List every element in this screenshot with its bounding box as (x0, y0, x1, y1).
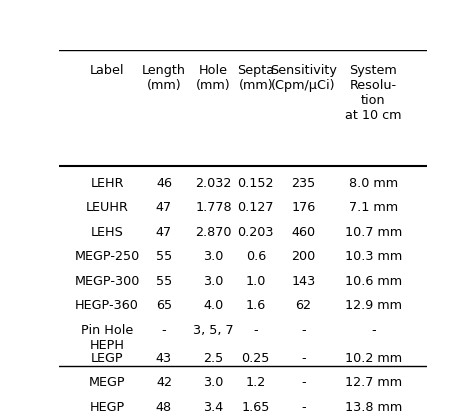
Text: 3, 5, 7: 3, 5, 7 (193, 324, 234, 337)
Text: Septa
(mm): Septa (mm) (237, 64, 274, 92)
Text: 62: 62 (295, 299, 311, 312)
Text: 1.778: 1.778 (195, 201, 232, 214)
Text: -: - (301, 324, 306, 337)
Text: MEGP-250: MEGP-250 (74, 250, 140, 263)
Text: Length
(mm): Length (mm) (142, 64, 186, 92)
Text: 2.870: 2.870 (195, 226, 232, 239)
Text: HEGP-360: HEGP-360 (75, 299, 139, 312)
Text: 7.1 mm: 7.1 mm (349, 201, 398, 214)
Text: 46: 46 (156, 177, 172, 190)
Text: 1.2: 1.2 (246, 377, 266, 389)
Text: 0.152: 0.152 (237, 177, 274, 190)
Text: 3.4: 3.4 (203, 401, 224, 413)
Text: 3.0: 3.0 (203, 275, 224, 288)
Text: Sensitivity
(Cpm/μCi): Sensitivity (Cpm/μCi) (270, 64, 337, 92)
Text: MEGP-300: MEGP-300 (74, 275, 140, 288)
Text: 143: 143 (292, 275, 316, 288)
Text: Hole
(mm): Hole (mm) (196, 64, 231, 92)
Text: 47: 47 (156, 201, 172, 214)
Text: System
Resolu-
tion
at 10 cm: System Resolu- tion at 10 cm (345, 64, 401, 122)
Text: 3.0: 3.0 (203, 250, 224, 263)
Text: 2.5: 2.5 (203, 352, 224, 365)
Text: 43: 43 (156, 352, 172, 365)
Text: 12.9 mm: 12.9 mm (345, 299, 402, 312)
Text: -: - (301, 377, 306, 389)
Text: 13.8 mm: 13.8 mm (345, 401, 402, 413)
Text: 55: 55 (156, 275, 172, 288)
Text: 48: 48 (156, 401, 172, 413)
Text: LEGP: LEGP (91, 352, 123, 365)
Text: -: - (301, 352, 306, 365)
Text: 47: 47 (156, 226, 172, 239)
Text: 10.6 mm: 10.6 mm (345, 275, 402, 288)
Text: -: - (301, 401, 306, 413)
Text: 1.0: 1.0 (246, 275, 266, 288)
Text: 1.6: 1.6 (246, 299, 266, 312)
Text: 0.203: 0.203 (237, 226, 274, 239)
Text: 10.7 mm: 10.7 mm (345, 226, 402, 239)
Text: Pin Hole
HEPH: Pin Hole HEPH (81, 324, 133, 352)
Text: 200: 200 (292, 250, 316, 263)
Text: Label: Label (90, 64, 124, 77)
Text: MEGP: MEGP (89, 377, 125, 389)
Text: 1.65: 1.65 (242, 401, 270, 413)
Text: 0.127: 0.127 (237, 201, 274, 214)
Text: LEHS: LEHS (91, 226, 123, 239)
Text: LEHR: LEHR (90, 177, 124, 190)
Text: 10.2 mm: 10.2 mm (345, 352, 402, 365)
Text: 12.7 mm: 12.7 mm (345, 377, 402, 389)
Text: HEGP: HEGP (90, 401, 125, 413)
Text: 55: 55 (156, 250, 172, 263)
Text: 8.0 mm: 8.0 mm (349, 177, 398, 190)
Text: -: - (162, 324, 166, 337)
Text: 4.0: 4.0 (203, 299, 224, 312)
Text: 460: 460 (292, 226, 316, 239)
Text: -: - (254, 324, 258, 337)
Text: LEUHR: LEUHR (86, 201, 128, 214)
Text: 42: 42 (156, 377, 172, 389)
Text: 2.032: 2.032 (195, 177, 232, 190)
Text: 0.6: 0.6 (246, 250, 266, 263)
Text: 176: 176 (292, 201, 316, 214)
Text: 10.3 mm: 10.3 mm (345, 250, 402, 263)
Text: 235: 235 (292, 177, 316, 190)
Text: 0.25: 0.25 (242, 352, 270, 365)
Text: -: - (371, 324, 376, 337)
Text: 3.0: 3.0 (203, 377, 224, 389)
Text: 65: 65 (156, 299, 172, 312)
